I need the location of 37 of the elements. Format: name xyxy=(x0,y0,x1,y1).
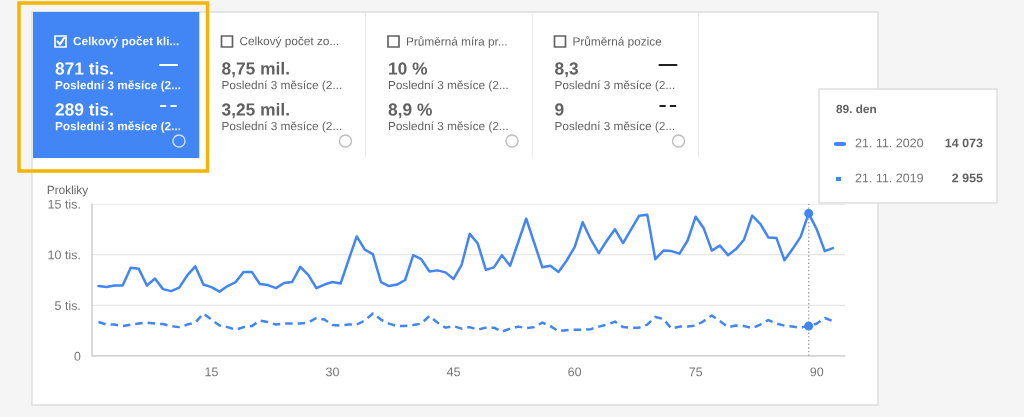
text: Průměrná pozice xyxy=(573,36,662,48)
text: Celkový počet kli... xyxy=(73,36,179,48)
y-tick-label: 0 xyxy=(74,351,81,361)
y-tick-label: 10 tis. xyxy=(48,250,80,260)
text: Poslední 3 měsíce (2... xyxy=(388,121,508,133)
text: 3,25 mil. xyxy=(221,102,289,119)
x-tick-label: 75 xyxy=(689,367,703,377)
text: Poslední 3 měsíce (2... xyxy=(555,121,675,133)
x-tick-label: 60 xyxy=(568,367,582,377)
y-axis-title: Prokliky xyxy=(47,185,89,197)
legend-label: 21. 11. 2019 xyxy=(855,173,923,183)
text: 8,75 mil. xyxy=(222,61,289,78)
text: Celkový počet zo... xyxy=(240,36,339,48)
text: Poslední 3 měsíce (2... xyxy=(555,80,675,92)
y-tick-label: 15 tis. xyxy=(48,199,80,209)
y-tick-label: 5 tis. xyxy=(54,300,80,310)
x-tick-label: 15 xyxy=(205,367,218,377)
x-tick-label: 30 xyxy=(326,367,339,377)
text: Poslední 3 měsíce (2... xyxy=(222,80,342,92)
x-tick-label: 90 xyxy=(810,367,824,377)
text: Poslední 3 měsíce (2... xyxy=(388,80,508,92)
text: Poslední 3 měsíce (2... xyxy=(55,80,181,92)
text: 10 % xyxy=(389,62,428,75)
text: 289 tis. xyxy=(55,102,113,116)
line-series xyxy=(97,312,835,333)
text: Poslední 3 měsíce (2... xyxy=(55,121,181,133)
text: Poslední 3 měsíce (2... xyxy=(222,121,342,133)
text: 8,9 % xyxy=(388,103,432,119)
x-tick-label: 45 xyxy=(446,367,460,377)
text: Průměrná míra pr... xyxy=(406,36,507,48)
text: 9 xyxy=(555,103,564,116)
legend-title: 89. den xyxy=(836,104,876,114)
text: 8,3 xyxy=(555,62,579,78)
text: 2 955 xyxy=(952,173,983,183)
legend-label: 21. 11. 2020 xyxy=(855,138,924,148)
text: 14 073 xyxy=(945,138,983,148)
text: 871 tis. xyxy=(55,61,113,75)
